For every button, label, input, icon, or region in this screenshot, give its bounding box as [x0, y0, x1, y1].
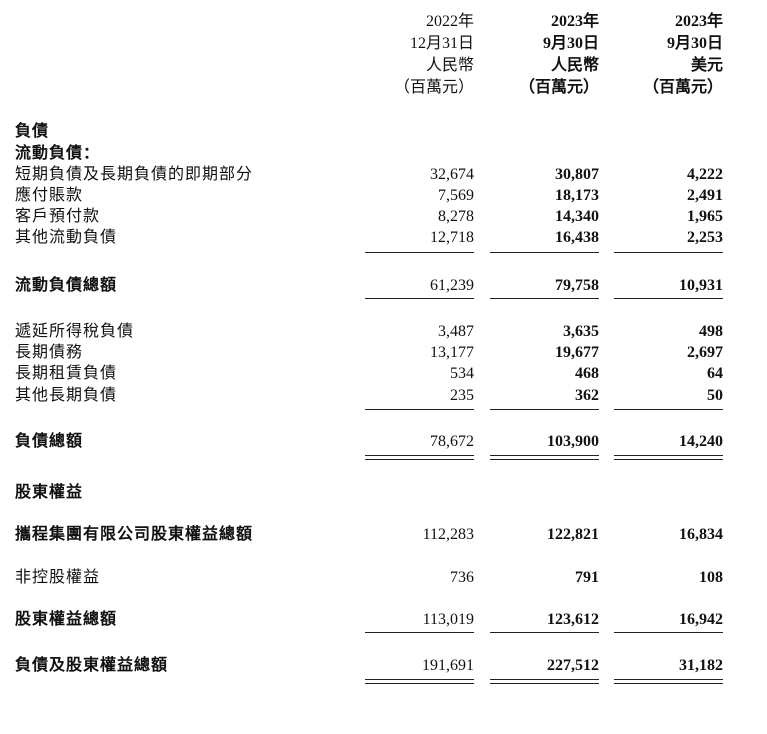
cell-value: 498 — [699, 323, 723, 340]
cell-value: 468 — [575, 365, 599, 382]
cell-value: 122,821 — [547, 526, 599, 543]
rule-line — [365, 298, 474, 299]
cell-value: 12,718 — [430, 229, 474, 246]
rule-line — [490, 455, 599, 456]
rule-line — [365, 455, 474, 456]
column-header: 人民幣 — [550, 57, 599, 74]
rule-line — [490, 683, 599, 684]
rule-line — [365, 409, 474, 410]
rule-line — [490, 298, 599, 299]
rule-line — [614, 459, 723, 460]
cell-value: 8,278 — [438, 208, 474, 225]
cell-value: 3,635 — [563, 323, 599, 340]
row-label: 負債總額 — [15, 433, 84, 450]
cell-value: 14,240 — [679, 433, 723, 450]
column-header: 2023年 — [674, 13, 723, 30]
column-header: （百萬元） — [518, 79, 599, 96]
rule-line — [490, 409, 599, 410]
row-label: 負債 — [15, 123, 50, 140]
column-header: （百萬元） — [642, 79, 723, 96]
cell-value: 61,239 — [430, 277, 474, 294]
rule-line — [614, 252, 723, 253]
cell-value: 30,807 — [555, 166, 599, 183]
column-header: 2022年 — [425, 13, 474, 30]
rule-line — [614, 683, 723, 684]
row-label: 其他長期負債 — [15, 387, 118, 404]
row-label: 其他流動負債 — [15, 229, 118, 246]
cell-value: 4,222 — [687, 166, 723, 183]
cell-value: 123,612 — [547, 611, 599, 628]
cell-value: 13,177 — [430, 344, 474, 361]
cell-value: 108 — [699, 569, 723, 586]
cell-value: 18,173 — [555, 187, 599, 204]
cell-value: 19,677 — [555, 344, 599, 361]
cell-value: 16,438 — [555, 229, 599, 246]
column-header: 美元 — [690, 57, 723, 74]
row-label: 非控股權益 — [15, 569, 101, 586]
rule-line — [614, 298, 723, 299]
rule-line — [490, 679, 599, 680]
cell-value: 64 — [707, 365, 723, 382]
cell-value: 2,697 — [687, 344, 723, 361]
cell-value: 2,491 — [687, 187, 723, 204]
rule-line — [490, 459, 599, 460]
cell-value: 791 — [575, 569, 599, 586]
cell-value: 16,942 — [679, 611, 723, 628]
cell-value: 191,691 — [422, 657, 474, 674]
cell-value: 79,758 — [555, 277, 599, 294]
rule-line — [614, 455, 723, 456]
rule-line — [365, 679, 474, 680]
column-header: 人民幣 — [425, 57, 474, 74]
column-header: 9月30日 — [542, 35, 599, 52]
row-label: 遞延所得稅負債 — [15, 323, 135, 340]
row-label: 股東權益 — [15, 484, 84, 501]
cell-value: 113,019 — [422, 611, 474, 628]
cell-value: 31,182 — [679, 657, 723, 674]
cell-value: 32,674 — [430, 166, 474, 183]
column-header: 9月30日 — [666, 35, 723, 52]
cell-value: 736 — [450, 569, 474, 586]
row-label: 應付賬款 — [15, 187, 84, 204]
rule-line — [490, 252, 599, 253]
rule-line — [614, 409, 723, 410]
cell-value: 112,283 — [422, 526, 474, 543]
cell-value: 235 — [450, 387, 474, 404]
rule-line — [365, 683, 474, 684]
cell-value: 78,672 — [430, 433, 474, 450]
row-label: 流動負債總額 — [15, 277, 118, 294]
row-label: 長期租賃負債 — [15, 365, 118, 382]
column-header: 12月31日 — [409, 35, 474, 52]
cell-value: 103,900 — [547, 433, 599, 450]
cell-value: 16,834 — [679, 526, 723, 543]
rule-line — [365, 252, 474, 253]
row-label: 攜程集團有限公司股東權益總額 — [15, 526, 254, 543]
rule-line — [365, 632, 474, 633]
row-label: 長期債務 — [15, 344, 84, 361]
cell-value: 227,512 — [547, 657, 599, 674]
rule-line — [614, 632, 723, 633]
cell-value: 50 — [707, 387, 723, 404]
cell-value: 362 — [575, 387, 599, 404]
rule-line — [365, 459, 474, 460]
column-header: （百萬元） — [393, 79, 474, 96]
row-label: 股東權益總額 — [15, 611, 118, 628]
rule-line — [614, 679, 723, 680]
cell-value: 10,931 — [679, 277, 723, 294]
cell-value: 534 — [450, 365, 474, 382]
cell-value: 2,253 — [687, 229, 723, 246]
row-label: 短期負債及長期負債的即期部分 — [15, 166, 254, 183]
row-label: 負債及股東權益總額 — [15, 657, 169, 674]
cell-value: 7,569 — [438, 187, 474, 204]
rule-line — [490, 632, 599, 633]
column-header: 2023年 — [550, 13, 599, 30]
cell-value: 1,965 — [687, 208, 723, 225]
cell-value: 14,340 — [555, 208, 599, 225]
row-label: 客戶預付款 — [15, 208, 101, 225]
row-label: 流動負債： — [15, 145, 101, 162]
cell-value: 3,487 — [438, 323, 474, 340]
